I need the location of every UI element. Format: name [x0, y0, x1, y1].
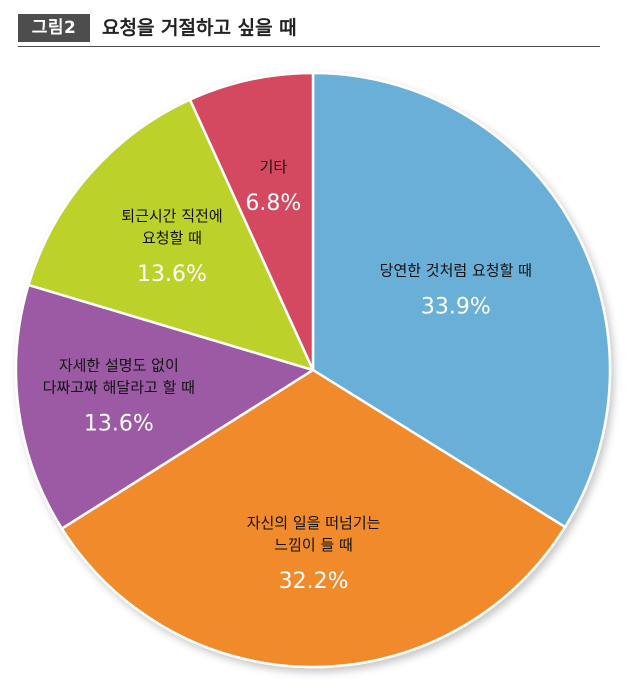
pie-slice-4 [27, 98, 315, 372]
pie-slice-5 [188, 71, 315, 372]
slice-value-4: 13.6% [137, 262, 207, 287]
slice-label-5-line-1: 기타 [260, 158, 288, 176]
slice-value-2: 32.2% [279, 569, 349, 594]
slice-label-group-5: 기타 6.8% [245, 158, 301, 216]
pie-slice-3 [14, 283, 315, 530]
pie-slices [14, 71, 612, 669]
slice-label-4-line-2: 요청할 때 [142, 229, 202, 247]
slice-label-4-line-1: 퇴근시간 직전에 [121, 207, 222, 225]
slice-label-group-1: 당연한 것처럼 요청할 때 33.9% [380, 262, 532, 320]
chart-header: 그림2 요청을 거절하고 싶을 때 [18, 12, 600, 47]
figure-number-badge: 그림2 [18, 14, 90, 42]
slice-label-1-line-1: 당연한 것처럼 요청할 때 [380, 262, 532, 280]
slice-value-1: 33.9% [421, 295, 491, 320]
slice-label-2-line-2: 느낌이 들 때 [274, 536, 353, 554]
slice-label-3-line-1: 자세한 설명도 없이 [59, 357, 179, 375]
pie-slice-2 [60, 368, 567, 669]
pie-slice-1 [311, 71, 612, 529]
slice-value-5: 6.8% [245, 191, 301, 216]
chart-title: 요청을 거절하고 싶을 때 [102, 17, 297, 39]
slice-label-3-line-2: 다짜고짜 해달라고 할 때 [43, 379, 195, 397]
slice-label-2-line-1: 자신의 일을 떠넘기는 [247, 514, 381, 532]
slice-value-3: 13.6% [84, 412, 154, 437]
